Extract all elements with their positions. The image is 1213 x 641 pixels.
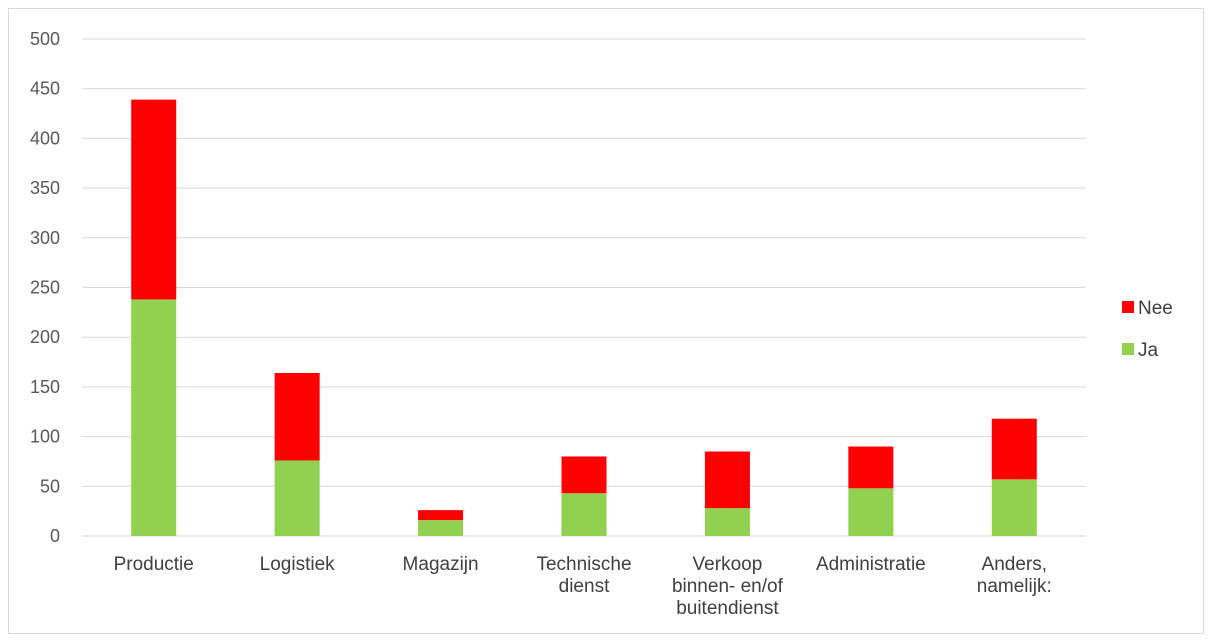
bar-nee-5 xyxy=(848,446,894,489)
y-tick-label: 300 xyxy=(30,228,60,248)
bar-nee-6 xyxy=(991,418,1037,480)
bar-ja-1 xyxy=(274,460,320,536)
x-category-label-line: Magazijn xyxy=(403,554,479,575)
y-axis-tick-labels: 0 50 100 150 200 250 300 350 400 450 500 xyxy=(30,29,60,546)
x-category-label: Magazijn xyxy=(403,554,479,575)
x-category-label: Verkoop binnen- en/of buitendienst xyxy=(672,554,784,619)
x-category-label-line: buitendienst xyxy=(676,598,779,619)
bar-ja-4 xyxy=(704,508,750,536)
bar-nee-4 xyxy=(704,451,750,509)
bar-ja-3 xyxy=(561,493,607,536)
y-tick-label: 350 xyxy=(30,178,60,198)
y-tick-label: 50 xyxy=(40,476,60,496)
legend-swatch-ja xyxy=(1122,343,1134,355)
y-tick-label: 250 xyxy=(30,278,60,298)
x-category-label: Productie xyxy=(114,554,194,575)
x-category-label-line: binnen- en/of xyxy=(672,576,784,597)
x-category-label-line: Productie xyxy=(114,554,194,575)
x-category-label-line: Administratie xyxy=(816,554,926,575)
bar-nee-2 xyxy=(418,510,464,521)
x-category-label-line: Logistiek xyxy=(260,554,335,575)
x-axis-category-labels: Productie Logistiek Magazijn Technische dien… xyxy=(114,554,1052,619)
bars xyxy=(131,99,1037,536)
legend: Nee Ja xyxy=(1122,298,1173,361)
x-category-label-line: Technische xyxy=(536,554,631,575)
bar-ja-2 xyxy=(418,520,464,536)
bar-ja-0 xyxy=(131,299,177,536)
y-tick-label: 0 xyxy=(50,526,60,546)
y-tick-label: 200 xyxy=(30,327,60,347)
bar-ja-5 xyxy=(848,488,894,536)
x-category-label-line: namelijk: xyxy=(977,576,1052,597)
y-tick-label: 400 xyxy=(30,128,60,148)
y-tick-label: 150 xyxy=(30,377,60,397)
x-category-label: Anders, namelijk: xyxy=(977,554,1052,597)
x-category-label: Administratie xyxy=(816,554,926,575)
x-category-label-line: dienst xyxy=(559,576,610,597)
y-tick-label: 500 xyxy=(30,29,60,49)
x-category-label-line: Verkoop xyxy=(693,554,763,575)
x-category-label: Logistiek xyxy=(260,554,335,575)
x-category-label: Technische dienst xyxy=(536,554,631,597)
gridlines xyxy=(82,38,1086,537)
bar-ja-6 xyxy=(991,479,1037,536)
legend-swatch-nee xyxy=(1122,301,1134,313)
legend-label-ja: Ja xyxy=(1138,340,1159,361)
bar-nee-0 xyxy=(131,99,177,300)
bar-nee-1 xyxy=(274,372,320,461)
bar-nee-3 xyxy=(561,456,607,494)
x-category-label-line: Anders, xyxy=(982,554,1047,575)
y-tick-label: 450 xyxy=(30,79,60,99)
y-tick-label: 100 xyxy=(30,427,60,447)
legend-label-nee: Nee xyxy=(1138,298,1173,319)
